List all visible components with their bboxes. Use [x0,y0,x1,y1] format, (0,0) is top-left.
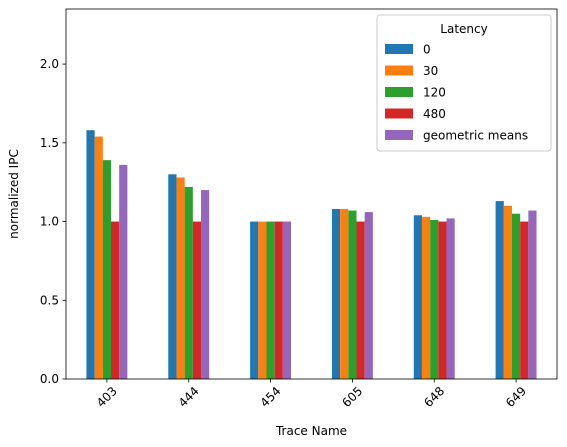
bar-30-454 [258,222,266,379]
bar-geometric-means-454 [283,222,291,379]
x-tick-label: 444 [176,384,202,410]
bar-120-605 [348,211,356,379]
x-tick-label: 403 [94,384,120,410]
legend-label: geometric means [423,129,528,143]
bar-geometric-means-444 [201,190,209,379]
x-tick-label: 649 [503,384,529,410]
y-axis-label: normalized IPC [7,149,21,239]
bar-120-649 [512,214,520,379]
bar-0-454 [250,222,258,379]
legend-swatch [385,109,413,119]
y-tick-label: 0.5 [40,293,59,307]
bar-120-403 [103,160,111,379]
bar-0-403 [86,130,94,379]
bar-480-648 [438,222,446,379]
bar-480-444 [193,222,201,379]
x-tick-label: 605 [339,384,365,410]
legend-swatch [385,87,413,97]
bar-480-605 [357,222,365,379]
bar-30-648 [422,217,430,379]
legend-label: 0 [423,43,431,57]
legend-label: 30 [423,64,438,78]
bar-120-454 [266,222,274,379]
bar-geometric-means-403 [119,165,127,379]
bar-30-649 [504,206,512,379]
bar-0-605 [332,209,340,379]
bar-geometric-means-649 [528,211,536,379]
bar-30-444 [176,177,184,379]
bars-layer [86,130,536,379]
legend-label: 120 [423,86,446,100]
bar-120-444 [185,187,193,379]
x-axis-label: Trace Name [275,424,347,438]
legend-swatch [385,130,413,140]
bar-30-605 [340,209,348,379]
y-tick-label: 1.0 [40,215,59,229]
bar-geometric-means-605 [365,212,373,379]
bar-0-444 [168,174,176,379]
legend-label: 480 [423,107,446,121]
legend-swatch [385,44,413,54]
x-tick-label: 454 [258,384,284,410]
x-tick-label: 648 [421,384,447,410]
bar-120-648 [430,220,438,379]
bar-480-454 [275,222,283,379]
y-tick-label: 0.0 [40,372,59,386]
legend-swatch [385,66,413,76]
legend: Latency 0 30 120 480 geometric means [377,15,551,151]
bar-30-403 [95,137,103,379]
bar-geometric-means-648 [447,218,455,379]
legend-title: Latency [440,22,487,36]
bar-480-403 [111,222,119,379]
y-tick-label: 2.0 [40,57,59,71]
bar-0-648 [414,215,422,379]
bar-0-649 [496,201,504,379]
y-tick-label: 1.5 [40,136,59,150]
bar-480-649 [520,222,528,379]
